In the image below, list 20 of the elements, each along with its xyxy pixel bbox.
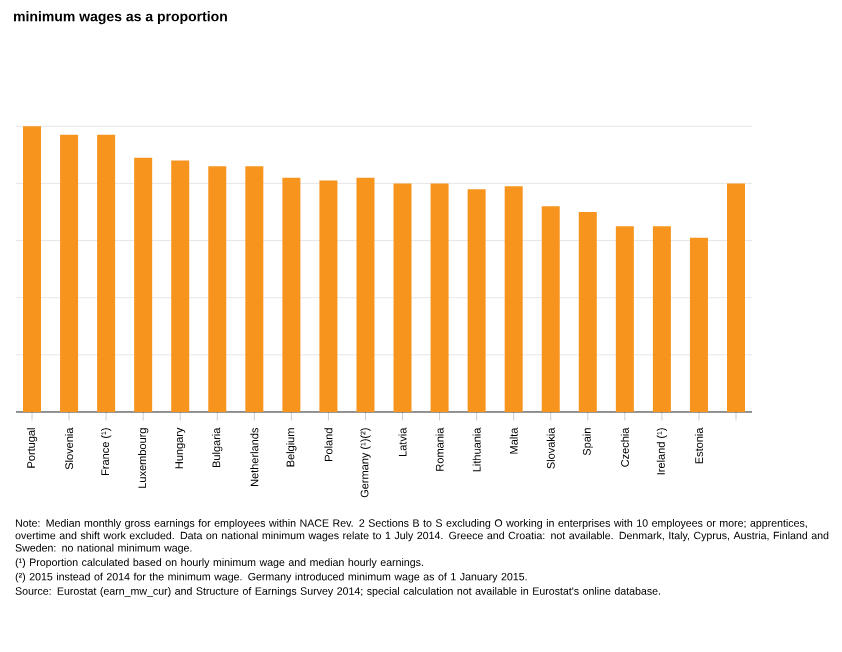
bar	[282, 177, 301, 412]
bar	[245, 166, 264, 412]
bar	[578, 211, 597, 412]
bar	[356, 177, 375, 412]
bar	[171, 160, 190, 412]
bar	[727, 183, 745, 412]
bar	[134, 157, 153, 412]
bar	[393, 183, 412, 412]
bar	[504, 186, 523, 412]
bar	[541, 206, 560, 412]
bar	[97, 134, 116, 412]
bar	[208, 166, 227, 412]
bar	[430, 183, 449, 412]
bar	[23, 126, 42, 412]
bar	[60, 134, 79, 412]
bar	[467, 189, 486, 412]
bar	[689, 237, 708, 412]
bar	[615, 226, 634, 412]
bar	[652, 226, 671, 412]
bar	[319, 180, 338, 412]
